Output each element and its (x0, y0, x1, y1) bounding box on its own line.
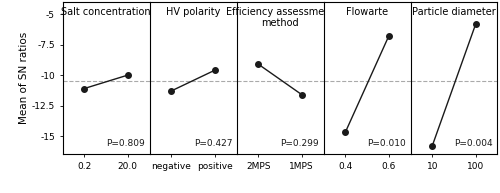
Text: Flowarte: Flowarte (346, 7, 388, 17)
Text: P=0.299: P=0.299 (280, 139, 319, 148)
Text: Efficiency assessment
method: Efficiency assessment method (226, 7, 334, 28)
Text: P=0.010: P=0.010 (368, 139, 406, 148)
Text: Particle diameter: Particle diameter (412, 7, 496, 17)
Text: P=0.427: P=0.427 (194, 139, 232, 148)
Text: Salt concentration: Salt concentration (61, 7, 151, 17)
Y-axis label: Mean of SN ratios: Mean of SN ratios (19, 32, 29, 124)
Text: P=0.004: P=0.004 (454, 139, 493, 148)
Text: HV polarity: HV polarity (166, 7, 220, 17)
Text: P=0.809: P=0.809 (106, 139, 145, 148)
